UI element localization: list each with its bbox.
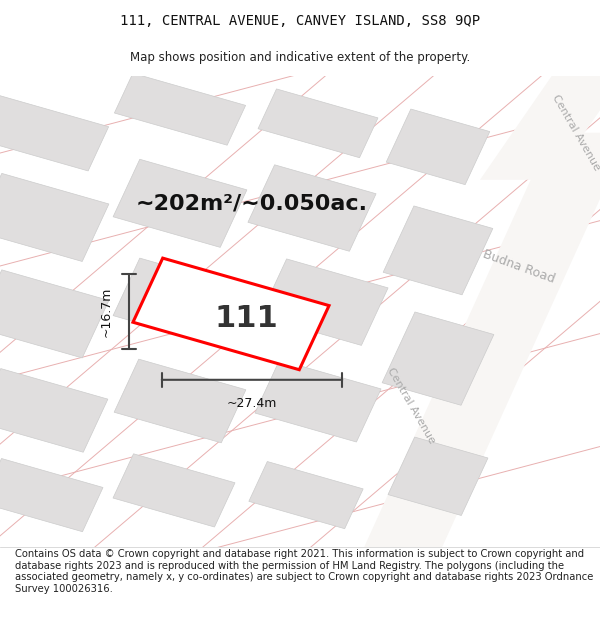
Polygon shape [0,459,103,532]
Polygon shape [0,270,109,358]
Text: Budna Road: Budna Road [481,248,557,286]
Polygon shape [115,73,245,145]
Polygon shape [114,359,246,442]
Polygon shape [249,461,363,529]
Text: Central Avenue: Central Avenue [550,93,600,172]
Polygon shape [260,259,388,346]
Polygon shape [383,206,493,295]
Polygon shape [0,369,108,452]
Text: ~27.4m: ~27.4m [227,397,277,410]
Polygon shape [480,67,600,180]
Text: Map shows position and indicative extent of the property.: Map shows position and indicative extent… [130,51,470,64]
Text: ~16.7m: ~16.7m [100,286,113,337]
Text: ~202m²/~0.050ac.: ~202m²/~0.050ac. [136,193,368,213]
Polygon shape [0,94,109,171]
Polygon shape [113,454,235,527]
Polygon shape [360,132,600,556]
Text: Central Avenue: Central Avenue [385,366,437,446]
Polygon shape [113,258,247,346]
Polygon shape [248,165,376,251]
Polygon shape [0,173,109,261]
Polygon shape [133,258,329,370]
Polygon shape [388,437,488,516]
Text: 111, CENTRAL AVENUE, CANVEY ISLAND, SS8 9QP: 111, CENTRAL AVENUE, CANVEY ISLAND, SS8 … [120,14,480,28]
Polygon shape [113,159,247,248]
Text: Contains OS data © Crown copyright and database right 2021. This information is : Contains OS data © Crown copyright and d… [15,549,593,594]
Polygon shape [258,89,378,158]
Polygon shape [386,109,490,184]
Polygon shape [382,312,494,405]
Polygon shape [255,360,381,442]
Text: 111: 111 [214,304,278,333]
